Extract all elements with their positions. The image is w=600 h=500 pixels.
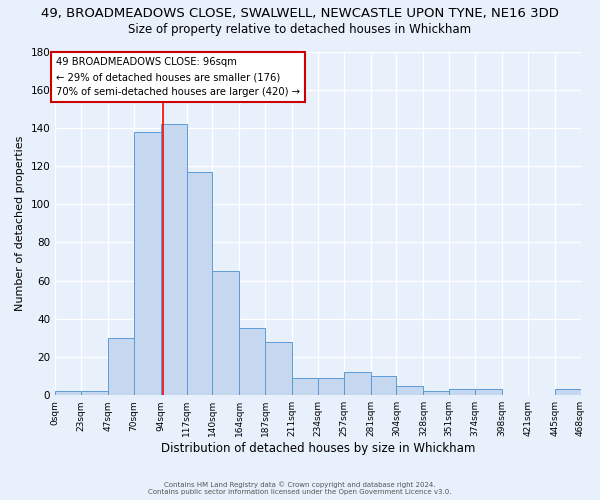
Bar <box>212 271 239 395</box>
Bar <box>239 328 265 395</box>
X-axis label: Distribution of detached houses by size in Whickham: Distribution of detached houses by size … <box>161 442 475 455</box>
Text: 49 BROADMEADOWS CLOSE: 96sqm
← 29% of detached houses are smaller (176)
70% of s: 49 BROADMEADOWS CLOSE: 96sqm ← 29% of de… <box>56 57 300 97</box>
Text: Contains HM Land Registry data © Crown copyright and database right 2024.
Contai: Contains HM Land Registry data © Crown c… <box>148 482 452 495</box>
Bar <box>318 378 344 395</box>
Bar <box>424 392 449 395</box>
Bar <box>397 386 424 395</box>
Bar <box>55 392 81 395</box>
Bar <box>161 124 187 395</box>
Bar <box>554 390 581 395</box>
Bar <box>344 372 371 395</box>
Bar <box>292 378 318 395</box>
Bar <box>134 132 161 395</box>
Bar <box>108 338 134 395</box>
Text: 49, BROADMEADOWS CLOSE, SWALWELL, NEWCASTLE UPON TYNE, NE16 3DD: 49, BROADMEADOWS CLOSE, SWALWELL, NEWCAS… <box>41 8 559 20</box>
Bar <box>187 172 212 395</box>
Bar <box>265 342 292 395</box>
Text: Size of property relative to detached houses in Whickham: Size of property relative to detached ho… <box>128 22 472 36</box>
Bar <box>475 390 502 395</box>
Bar <box>81 392 108 395</box>
Bar <box>449 390 475 395</box>
Bar <box>371 376 397 395</box>
Y-axis label: Number of detached properties: Number of detached properties <box>15 136 25 311</box>
